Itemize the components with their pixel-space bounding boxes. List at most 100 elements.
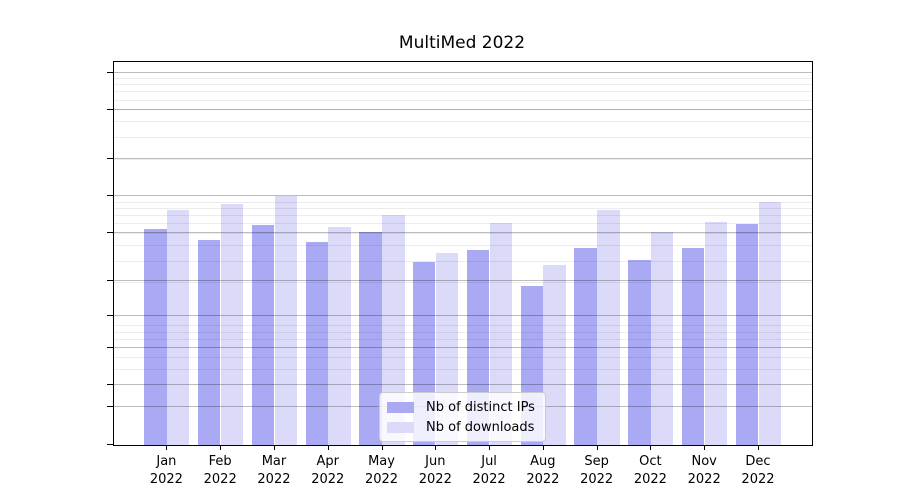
- gridline-minor: [114, 282, 812, 284]
- x-tick-month: May: [368, 453, 395, 469]
- y-tick-mark: [107, 406, 113, 408]
- x-tick-mark: [435, 445, 437, 450]
- x-tick-label-nov: Nov 2022: [688, 453, 721, 489]
- x-tick-label-feb: Feb 2022: [204, 453, 237, 489]
- x-tick-month: Apr: [316, 453, 339, 469]
- y-tick-mark: [107, 195, 113, 197]
- gridline-minor: [114, 331, 812, 333]
- x-tick-month: Oct: [639, 453, 662, 469]
- gridline-major-500: [114, 109, 812, 111]
- x-tick-label-oct: Oct 2022: [634, 453, 667, 489]
- x-tick-month: Jun: [425, 453, 446, 469]
- gridline-minor: [114, 136, 812, 138]
- bar-downloads-oct: [651, 232, 674, 445]
- x-tick-label-jul: Jul 2022: [473, 453, 506, 489]
- x-tick-month: Jul: [481, 453, 497, 469]
- x-tick-month: Mar: [261, 453, 287, 469]
- gridline-major-1000: [114, 72, 812, 74]
- x-tick-month: Sep: [584, 453, 609, 469]
- legend-label: Nb of downloads: [426, 419, 535, 435]
- x-tick-label-jun: Jun 2022: [419, 453, 452, 489]
- gridline-major-50: [114, 232, 812, 234]
- gridline-major-20: [114, 279, 812, 281]
- x-tick-mark: [489, 445, 491, 450]
- gridline-minor: [114, 215, 812, 217]
- x-tick-year: 2022: [687, 471, 721, 487]
- bar-distinct-ips-feb: [197, 239, 221, 445]
- bar-distinct-ips-mar: [251, 225, 275, 445]
- x-tick-label-mar: Mar 2022: [257, 453, 290, 489]
- legend-swatch-downloads: [387, 421, 414, 433]
- bar-downloads-jan: [167, 210, 190, 445]
- x-tick-mark: [596, 445, 598, 450]
- gridline-minor: [114, 84, 812, 86]
- gridline-major-10: [114, 314, 812, 316]
- x-tick-label-may: May 2022: [365, 453, 398, 489]
- gridline-minor: [114, 207, 812, 209]
- bar-downloads-may: [382, 215, 405, 445]
- gridline-minor: [114, 325, 812, 327]
- legend-item-distinct-ips: Nb of distinct IPs: [387, 397, 535, 417]
- gridline-major-200: [114, 158, 812, 160]
- x-tick-year: 2022: [149, 471, 183, 487]
- gridline-major-5: [114, 347, 812, 349]
- x-tick-mark: [381, 445, 383, 450]
- gridline-minor: [114, 109, 812, 111]
- gridline-minor: [114, 158, 812, 160]
- y-tick-mark: [107, 384, 113, 386]
- x-tick-year: 2022: [311, 471, 345, 487]
- x-tick-month: Dec: [745, 453, 771, 469]
- gridline-minor: [114, 91, 812, 93]
- plot-area: [113, 61, 813, 446]
- x-tick-month: Jan: [156, 453, 177, 469]
- y-tick-mark: [107, 314, 113, 316]
- y-tick-mark: [107, 279, 113, 281]
- legend-label: Nb of distinct IPs: [426, 399, 535, 415]
- gridline-minor: [114, 121, 812, 123]
- bar-downloads-sep: [597, 210, 620, 445]
- gridline-major-100: [114, 195, 812, 197]
- bar-downloads-feb: [220, 204, 244, 445]
- legend-item-downloads: Nb of downloads: [387, 417, 535, 437]
- bar-downloads-aug: [543, 265, 566, 445]
- gridline-major-2: [114, 384, 812, 386]
- y-tick-mark: [107, 72, 113, 74]
- x-tick-year: 2022: [364, 471, 399, 487]
- bar-distinct-ips-jan: [144, 229, 167, 445]
- x-tick-mark: [220, 445, 222, 450]
- bar-distinct-ips-oct: [628, 259, 651, 445]
- bar-downloads-mar: [274, 196, 297, 445]
- legend: Nb of distinct IPs Nb of downloads: [379, 392, 546, 442]
- x-tick-month: Feb: [208, 453, 232, 469]
- x-tick-year: 2022: [257, 471, 291, 487]
- bar-distinct-ips-sep: [574, 247, 597, 445]
- x-tick-year: 2022: [526, 471, 560, 487]
- y-tick-mark: [107, 443, 113, 445]
- gridline-minor: [114, 201, 812, 203]
- x-tick-year: 2022: [633, 471, 667, 487]
- x-tick-mark: [273, 445, 275, 450]
- chart-title: MultiMed 2022: [398, 33, 526, 53]
- gridline-minor: [114, 338, 812, 340]
- bar-downloads-apr: [328, 227, 351, 445]
- x-tick-mark: [327, 445, 329, 450]
- x-tick-year: 2022: [580, 471, 614, 487]
- gridline-minor: [114, 223, 812, 225]
- bar-downloads-dec: [758, 201, 781, 445]
- bar-downloads-jul: [489, 222, 513, 445]
- gridline-minor: [114, 233, 812, 235]
- x-tick-month: Aug: [530, 453, 556, 469]
- x-tick-label-sep: Sep 2022: [580, 453, 613, 489]
- x-tick-label-jan: Jan 2022: [150, 453, 183, 489]
- bar-distinct-ips-dec: [735, 224, 759, 445]
- x-tick-label-aug: Aug 2022: [526, 453, 559, 489]
- x-tick-mark: [704, 445, 706, 450]
- x-tick-year: 2022: [472, 471, 506, 487]
- y-tick-mark: [107, 232, 113, 234]
- y-tick-mark: [107, 347, 113, 349]
- gridline-minor: [114, 99, 812, 101]
- bar-distinct-ips-nov: [682, 247, 705, 445]
- x-tick-mark: [542, 445, 544, 450]
- x-tick-label-dec: Dec 2022: [741, 453, 774, 489]
